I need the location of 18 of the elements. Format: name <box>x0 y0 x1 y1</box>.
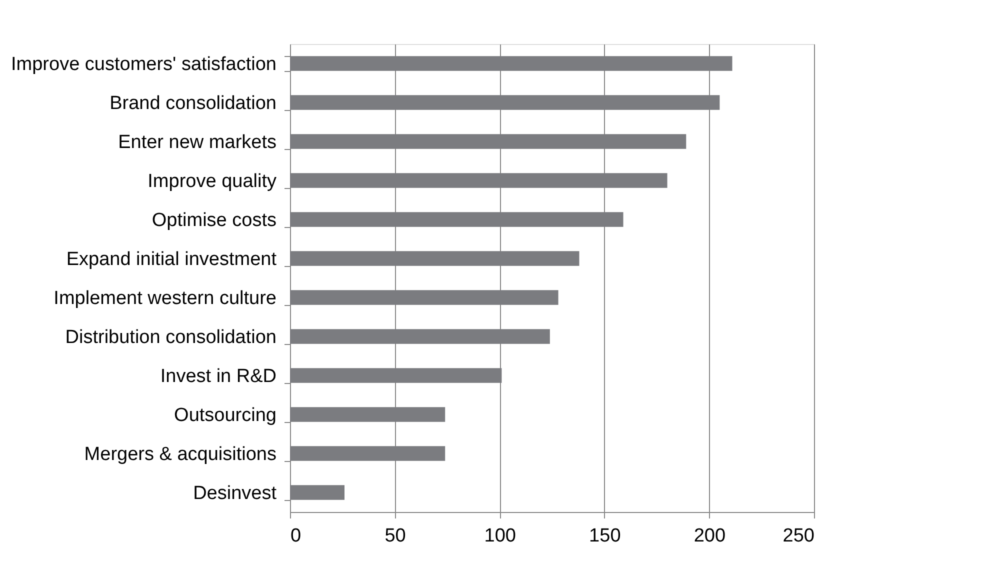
x-tick-label: 150 <box>589 526 621 546</box>
y-tick-label: Brand consolidation <box>110 93 276 114</box>
y-tick-label: Optimise costs <box>152 210 276 231</box>
y-tick-label: Improve quality <box>148 171 277 192</box>
x-tick-label: 50 <box>384 526 406 546</box>
y-tick-label: Desinvest <box>193 483 278 504</box>
y-tick-label: Mergers & acquisitions <box>84 444 276 465</box>
y-tick-label: Enter new markets <box>118 132 276 153</box>
y-tick-label: Distribution consolidation <box>65 327 276 348</box>
x-tick-label: 200 <box>694 526 726 546</box>
x-tick-label: 250 <box>782 526 814 546</box>
y-tick-label: Implement western culture <box>54 288 276 309</box>
y-tick-label: Expand initial investment <box>66 249 278 270</box>
x-tick-label: 0 <box>290 526 302 546</box>
x-tick-label: 100 <box>484 526 516 546</box>
y-tick-label: Outsourcing <box>174 405 276 426</box>
y-tick-label: Invest in R&D <box>160 366 276 387</box>
y-tick-label: Improve customers' satisfaction <box>11 54 276 75</box>
